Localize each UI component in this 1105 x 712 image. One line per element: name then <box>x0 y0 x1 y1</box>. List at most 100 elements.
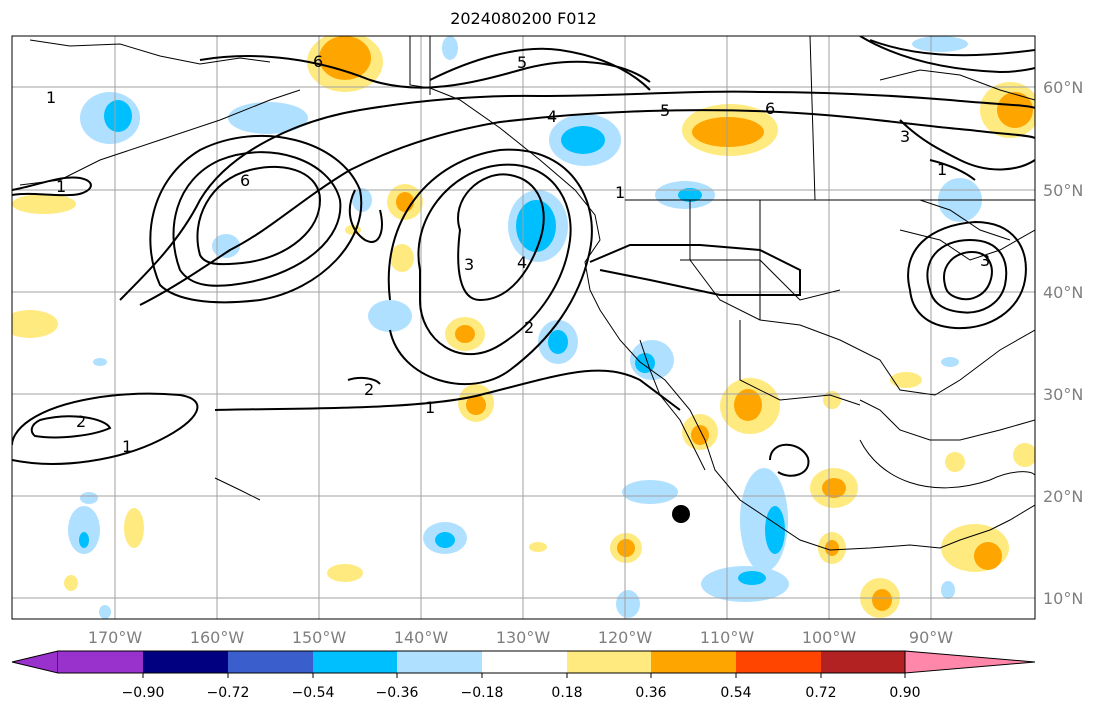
negative-anomaly-core <box>516 200 556 252</box>
negative-anomaly-core <box>765 506 785 554</box>
contour-line <box>859 36 1035 74</box>
negative-anomaly-patch <box>228 102 308 134</box>
colorbar-tick-label: 0.90 <box>889 685 920 701</box>
colorbar-tick-label: 0.36 <box>635 685 666 701</box>
colorbar-swatch <box>397 651 482 673</box>
positive-anomaly-patch <box>945 452 965 472</box>
contour-line <box>119 90 1035 301</box>
contour-line <box>172 151 342 287</box>
contour-line <box>199 55 651 89</box>
contour-labels: 1 1 1 1 1 1 2 2 2 3 3 3 4 4 5 5 6 6 6 <box>46 52 990 456</box>
colorbar-tick-label: 0.54 <box>720 685 751 701</box>
colorbar-swatch <box>567 651 651 673</box>
negative-anomaly-core <box>678 188 702 202</box>
contour-label: 2 <box>76 412 86 431</box>
negative-anomaly-patch <box>212 234 240 258</box>
negative-anomaly-patch <box>80 492 98 504</box>
contour-label: 1 <box>56 177 66 196</box>
contour-line <box>429 47 651 91</box>
contour-line <box>139 109 1035 306</box>
lon-label: 140°W <box>394 628 449 647</box>
map-frame <box>11 35 1036 620</box>
negative-anomaly-patch <box>93 358 107 366</box>
contour-line <box>929 159 976 181</box>
negative-anomaly-core <box>548 330 568 354</box>
negative-anomaly-core <box>561 126 605 154</box>
contour-lines <box>12 36 1035 477</box>
colorbar-swatch <box>736 651 821 673</box>
contour-label: 5 <box>660 101 670 120</box>
contour-label: 1 <box>937 160 947 179</box>
longitude-axis: 170°W 160°W 150°W 140°W 130°W 120°W 110°… <box>88 628 953 647</box>
contour-line <box>589 244 801 296</box>
negative-anomaly-patch <box>68 506 100 554</box>
positive-anomaly-core <box>691 425 709 445</box>
positive-anomaly-core <box>396 192 414 212</box>
negative-anomaly-patch <box>912 36 968 52</box>
contour-line <box>457 173 545 302</box>
negative-anomaly-patch <box>99 605 111 619</box>
contour-label: 6 <box>765 99 775 118</box>
positive-anomaly-patch <box>529 542 547 552</box>
contour-line <box>417 163 572 356</box>
colorbar-swatch <box>482 651 567 673</box>
positive-anomaly-patch <box>890 372 922 388</box>
colorbar-tick-label: −0.90 <box>122 685 165 701</box>
contour-label: 1 <box>615 183 625 202</box>
negative-anomaly-core <box>435 532 455 548</box>
colorbar-tick-label: −0.72 <box>207 685 250 701</box>
positive-anomaly-patch <box>12 194 76 214</box>
lat-label: 30°N <box>1043 385 1083 404</box>
positive-anomaly-core <box>822 478 846 498</box>
contour-line <box>387 148 593 385</box>
positive-anomaly-patch <box>64 575 78 591</box>
positive-anomaly-core <box>734 389 762 421</box>
contour-line <box>149 134 363 304</box>
contour-label: 6 <box>313 52 323 71</box>
contour-label: 5 <box>517 53 527 72</box>
lon-label: 160°W <box>190 628 245 647</box>
colorbar-swatch <box>313 651 397 673</box>
colorbar-swatch <box>821 651 905 673</box>
lon-label: 120°W <box>598 628 653 647</box>
negative-anomaly-patch <box>941 581 955 599</box>
negative-anomaly-core <box>79 532 89 548</box>
positive-anomaly-patch <box>12 310 58 338</box>
contour-line <box>943 250 993 301</box>
contour-line <box>899 119 1035 171</box>
contour-line <box>12 176 92 197</box>
lon-label: 150°W <box>292 628 347 647</box>
colorbar-tick-label: 0.18 <box>551 685 582 701</box>
negative-anomaly-patch <box>616 590 640 618</box>
positive-anomaly-core <box>692 117 764 147</box>
colorbar-tick-label: 0.72 <box>805 685 836 701</box>
contour-label: 2 <box>524 318 534 337</box>
colorbar-extend-low <box>11 650 59 674</box>
contour-line <box>348 189 383 243</box>
positive-anomaly-core <box>455 325 475 343</box>
lat-label: 60°N <box>1043 78 1083 97</box>
contour-label: 4 <box>517 253 527 272</box>
contour-line <box>30 415 112 439</box>
colorbar-swatch <box>228 651 313 673</box>
contour-label: 1 <box>425 398 435 417</box>
contour-label: 3 <box>900 127 910 146</box>
negative-anomaly-patch <box>368 300 412 332</box>
contour-label: 2 <box>364 380 374 399</box>
contour-label: 3 <box>464 255 474 274</box>
negative-anomaly-patch <box>941 357 959 367</box>
positive-anomaly-core <box>466 395 486 415</box>
positive-anomaly-patch <box>124 508 144 548</box>
negative-anomaly-patch <box>442 36 458 60</box>
contour-label: 6 <box>240 171 250 190</box>
latitude-axis: 60°N 50°N 40°N 30°N 20°N 10°N <box>1043 78 1083 608</box>
positive-anomaly-core <box>974 542 1002 570</box>
lat-label: 10°N <box>1043 589 1083 608</box>
negative-anomaly-core <box>635 353 655 373</box>
positive-anomaly-patch <box>1013 443 1035 467</box>
colorbar-extend-high <box>904 650 1036 674</box>
colorbar: −0.90 −0.72 −0.54 −0.36 −0.18 0.18 0.36 … <box>11 650 1036 701</box>
contour-label: 4 <box>547 107 557 126</box>
positive-anomaly-core <box>825 540 839 556</box>
